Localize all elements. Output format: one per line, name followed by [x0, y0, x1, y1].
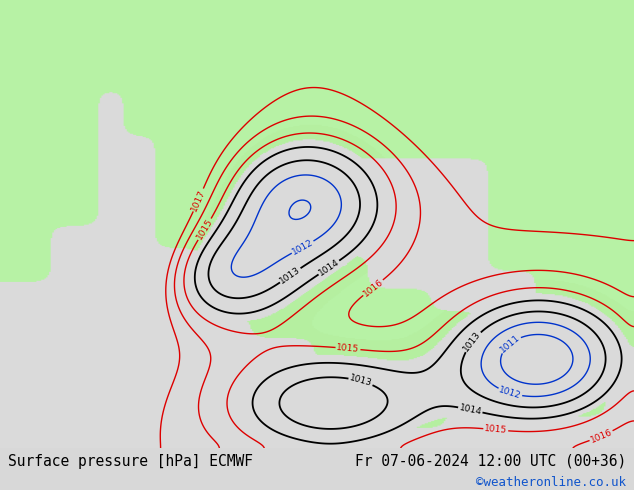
- Text: 1014: 1014: [458, 403, 482, 416]
- Text: 1015: 1015: [336, 343, 360, 354]
- Text: 1016: 1016: [589, 427, 614, 444]
- Text: 1015: 1015: [195, 217, 214, 242]
- Text: 1017: 1017: [190, 188, 207, 212]
- Text: 1013: 1013: [278, 265, 302, 286]
- Text: 1013: 1013: [462, 330, 483, 353]
- Text: 1011: 1011: [498, 333, 522, 355]
- Text: 1015: 1015: [484, 424, 508, 435]
- Text: 1012: 1012: [498, 385, 522, 401]
- Text: ©weatheronline.co.uk: ©weatheronline.co.uk: [476, 476, 626, 489]
- Text: 1012: 1012: [290, 238, 315, 257]
- Text: Surface pressure [hPa] ECMWF: Surface pressure [hPa] ECMWF: [8, 454, 252, 468]
- Text: Fr 07-06-2024 12:00 UTC (00+36): Fr 07-06-2024 12:00 UTC (00+36): [355, 454, 626, 468]
- Text: 1016: 1016: [361, 277, 385, 298]
- Text: 1013: 1013: [349, 374, 373, 389]
- Text: 1014: 1014: [317, 257, 341, 278]
